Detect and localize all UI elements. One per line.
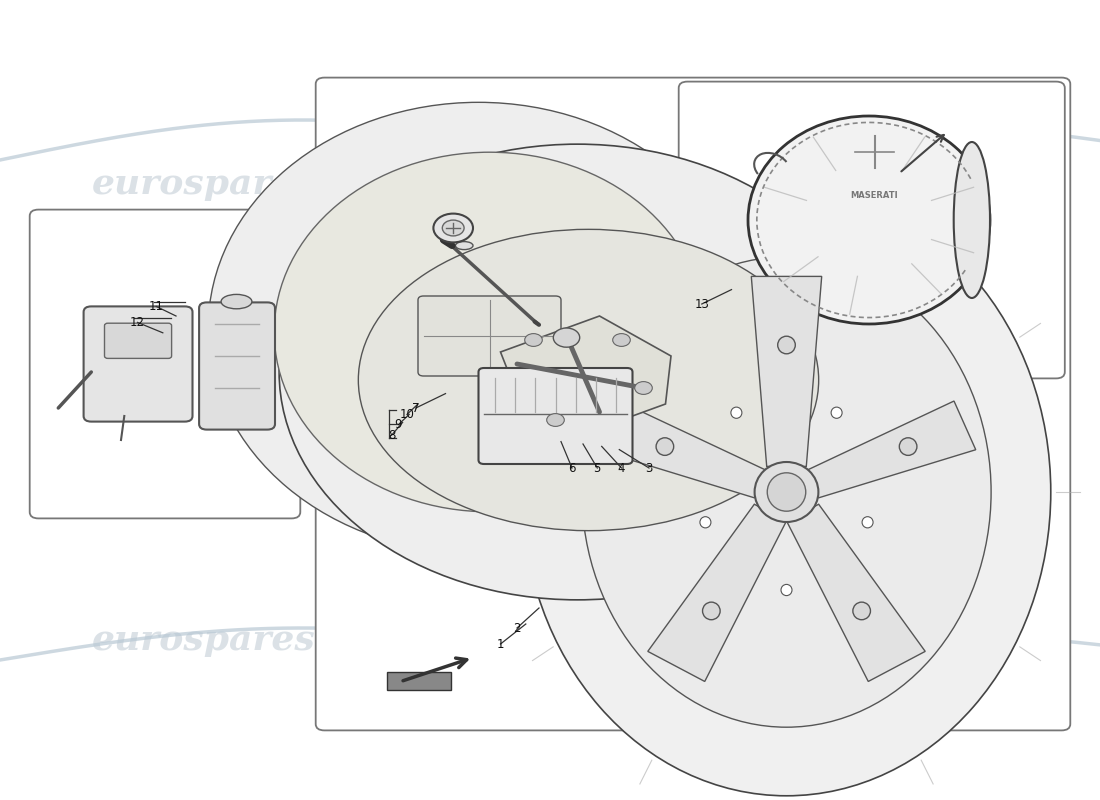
Ellipse shape (755, 462, 818, 522)
Text: MASERATI: MASERATI (850, 191, 899, 201)
Text: 12: 12 (130, 316, 145, 329)
FancyBboxPatch shape (679, 82, 1065, 378)
FancyBboxPatch shape (30, 210, 300, 518)
Text: 7: 7 (412, 402, 419, 414)
Text: 3: 3 (646, 462, 652, 474)
Ellipse shape (330, 204, 627, 452)
Ellipse shape (703, 602, 720, 620)
Text: eurospares: eurospares (570, 167, 794, 201)
Ellipse shape (582, 257, 991, 727)
Ellipse shape (862, 517, 873, 528)
FancyBboxPatch shape (316, 78, 1070, 730)
Ellipse shape (359, 230, 818, 530)
Text: 4: 4 (618, 462, 625, 474)
Ellipse shape (616, 296, 957, 688)
Ellipse shape (208, 102, 749, 554)
Ellipse shape (832, 407, 843, 418)
FancyBboxPatch shape (84, 306, 192, 422)
Ellipse shape (778, 336, 795, 354)
Ellipse shape (730, 407, 741, 418)
Text: 13: 13 (694, 298, 710, 310)
Text: eurospares: eurospares (91, 167, 316, 201)
Circle shape (635, 382, 652, 394)
Polygon shape (648, 504, 786, 682)
Circle shape (442, 220, 464, 236)
Ellipse shape (279, 144, 876, 600)
Ellipse shape (768, 473, 805, 511)
Circle shape (525, 334, 542, 346)
FancyBboxPatch shape (418, 296, 561, 376)
Circle shape (433, 214, 473, 242)
Circle shape (547, 414, 564, 426)
Polygon shape (500, 316, 671, 428)
Ellipse shape (852, 602, 870, 620)
Ellipse shape (900, 438, 917, 455)
Ellipse shape (781, 584, 792, 595)
Text: 9: 9 (395, 418, 402, 431)
Text: eurospares: eurospares (91, 623, 316, 657)
Ellipse shape (274, 152, 705, 512)
FancyBboxPatch shape (104, 323, 172, 358)
Ellipse shape (748, 116, 990, 324)
Circle shape (613, 334, 630, 346)
Text: 11: 11 (148, 300, 164, 313)
FancyBboxPatch shape (478, 368, 632, 464)
Polygon shape (806, 401, 976, 498)
Ellipse shape (522, 188, 1050, 796)
Polygon shape (751, 276, 822, 466)
Text: 6: 6 (569, 462, 575, 474)
Polygon shape (786, 504, 925, 682)
Bar (387, 672, 451, 690)
Ellipse shape (221, 294, 252, 309)
Ellipse shape (656, 438, 673, 455)
Ellipse shape (455, 242, 473, 250)
Polygon shape (597, 401, 767, 498)
Ellipse shape (954, 142, 990, 298)
Text: 5: 5 (594, 462, 601, 474)
Circle shape (553, 328, 580, 347)
Text: 1: 1 (497, 638, 504, 650)
Text: 2: 2 (514, 622, 520, 634)
FancyBboxPatch shape (199, 302, 275, 430)
Text: 8: 8 (388, 429, 395, 442)
Ellipse shape (407, 242, 748, 502)
Text: eurospares: eurospares (570, 623, 794, 657)
Text: 10: 10 (399, 408, 415, 421)
Ellipse shape (700, 517, 711, 528)
